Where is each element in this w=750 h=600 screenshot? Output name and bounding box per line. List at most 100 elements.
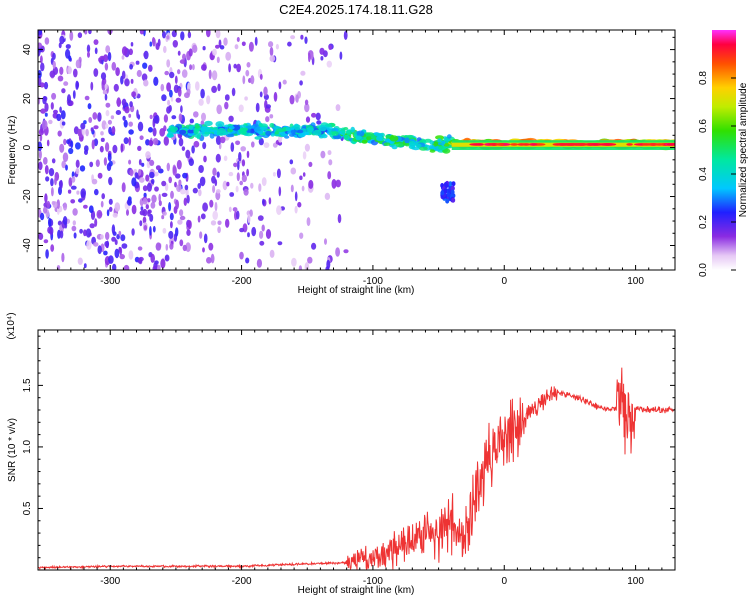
spectrogram-cell bbox=[86, 44, 91, 53]
spectrogram-cell bbox=[94, 188, 99, 196]
spectrogram-cell bbox=[304, 143, 310, 152]
spectrogram-cell bbox=[51, 92, 57, 100]
spectrogram-cell bbox=[269, 55, 276, 62]
y-tick-label: 1.0 bbox=[22, 440, 33, 454]
spectrogram-cell bbox=[149, 159, 155, 166]
spectrogram-cell bbox=[404, 137, 410, 144]
spectrogram-cell bbox=[247, 232, 250, 238]
spectrogram-cell bbox=[149, 226, 152, 236]
spectrogram-cell bbox=[158, 200, 162, 207]
spectrogram-x-axis-label: Height of straight line (km) bbox=[298, 285, 415, 296]
spectrogram-cell bbox=[233, 162, 238, 168]
spectrogram-cell bbox=[99, 145, 104, 153]
spectrogram-cell bbox=[108, 255, 114, 264]
spectrogram-cell bbox=[141, 162, 145, 167]
spectrogram-cell bbox=[42, 96, 47, 105]
spectrogram-cell bbox=[240, 146, 246, 152]
spectrogram-cell bbox=[63, 81, 69, 86]
spectrogram-cell bbox=[104, 83, 108, 90]
spectrogram-cell bbox=[320, 150, 326, 159]
spectrogram-cell bbox=[182, 244, 187, 252]
spectrogram-cell bbox=[140, 206, 144, 211]
spectrogram-cell bbox=[218, 39, 222, 48]
spectrogram-cell bbox=[48, 217, 52, 228]
spectrogram-cell bbox=[193, 128, 200, 134]
spectrogram-cell bbox=[123, 264, 130, 270]
colorbar-gradient bbox=[712, 30, 736, 270]
spectrogram-cell bbox=[103, 54, 109, 63]
snr-frame bbox=[37, 329, 676, 571]
spectrogram-cell bbox=[59, 106, 62, 113]
spectrogram-cell bbox=[276, 168, 281, 179]
snr-ticks: -300 -200 -100 0 100 0.5 1.0 1.5 bbox=[22, 330, 676, 587]
spectrogram-cell bbox=[212, 210, 218, 220]
spectrogram-cell bbox=[70, 199, 76, 204]
spectrogram-cell bbox=[112, 212, 118, 218]
spectrogram-cell bbox=[265, 104, 271, 109]
spectrogram-cell bbox=[222, 180, 228, 191]
spectrogram-cell bbox=[265, 229, 272, 239]
spectrogram-cell bbox=[225, 51, 232, 61]
spectrogram-cell bbox=[202, 202, 209, 212]
spectrogram-cell bbox=[187, 31, 192, 39]
spectrogram-cell bbox=[445, 198, 450, 204]
spectrogram-cell bbox=[67, 94, 71, 104]
spectrogram-cell bbox=[217, 226, 221, 234]
spectrogram-cell bbox=[119, 247, 123, 255]
spectrogram-cell bbox=[324, 238, 327, 245]
x-tick-label: -200 bbox=[232, 576, 252, 587]
spectrogram-cell bbox=[177, 69, 181, 75]
spectrogram-cell bbox=[409, 141, 416, 147]
spectrogram-peak bbox=[510, 143, 519, 146]
spectrogram-cell bbox=[163, 136, 169, 146]
spectrogram-peak bbox=[556, 143, 571, 146]
spectrogram-cell bbox=[203, 155, 207, 163]
spectrogram-cell bbox=[75, 168, 80, 175]
spectrogram-cell bbox=[335, 104, 341, 112]
spectrogram-cell bbox=[155, 42, 160, 51]
spectrogram-cell bbox=[38, 232, 44, 240]
spectrogram-cell bbox=[66, 139, 71, 145]
spectrogram-cell bbox=[246, 62, 251, 68]
spectrogram-cell bbox=[107, 119, 112, 125]
spectrogram-cell bbox=[150, 178, 155, 184]
spectrogram-cell bbox=[219, 45, 225, 50]
spectrogram-cell bbox=[179, 209, 184, 217]
spectrogram-cell bbox=[100, 131, 104, 136]
spectrogram-cell bbox=[274, 131, 279, 135]
spectrogram-cell bbox=[152, 265, 158, 270]
spectrogram-cell bbox=[75, 59, 81, 69]
x-tick-label: 0 bbox=[501, 576, 507, 587]
spectrogram-cell bbox=[189, 118, 194, 124]
spectrogram-cell bbox=[179, 59, 186, 64]
spectrogram-cell bbox=[51, 158, 56, 164]
spectrogram-cell bbox=[185, 149, 191, 159]
spectrogram-cell bbox=[244, 96, 248, 101]
spectrogram-cell bbox=[168, 202, 172, 212]
spectrogram-cell bbox=[131, 228, 135, 236]
spectrogram-cell bbox=[111, 236, 116, 242]
spectrogram-cell bbox=[308, 52, 311, 63]
spectrogram-cell bbox=[145, 203, 149, 210]
spectrogram-cell bbox=[178, 179, 182, 186]
spectrogram-cell bbox=[105, 142, 110, 152]
spectrogram-cell bbox=[239, 251, 244, 260]
x-tick-label: 100 bbox=[627, 576, 644, 587]
spectrogram-cell bbox=[215, 153, 221, 163]
spectrogram-cell bbox=[164, 254, 170, 262]
spectrogram-cell bbox=[297, 129, 304, 134]
spectrogram-cell bbox=[137, 246, 143, 251]
spectrogram-cell bbox=[173, 84, 179, 94]
y-tick-label: 20 bbox=[22, 93, 33, 105]
spectrogram-cell bbox=[161, 94, 167, 102]
spectrogram-cell bbox=[327, 171, 332, 180]
spectrogram-cell bbox=[202, 46, 206, 51]
spectrogram-cell bbox=[180, 105, 183, 113]
spectrogram-cell bbox=[87, 51, 90, 58]
spectrogram-cell bbox=[70, 185, 77, 190]
colorbar-tick-label: 0.6 bbox=[698, 119, 709, 133]
spectrogram-cell bbox=[101, 193, 105, 200]
spectrogram-cell bbox=[224, 94, 230, 101]
spectrogram-cell bbox=[446, 192, 451, 198]
spectrogram-cell bbox=[93, 39, 99, 45]
